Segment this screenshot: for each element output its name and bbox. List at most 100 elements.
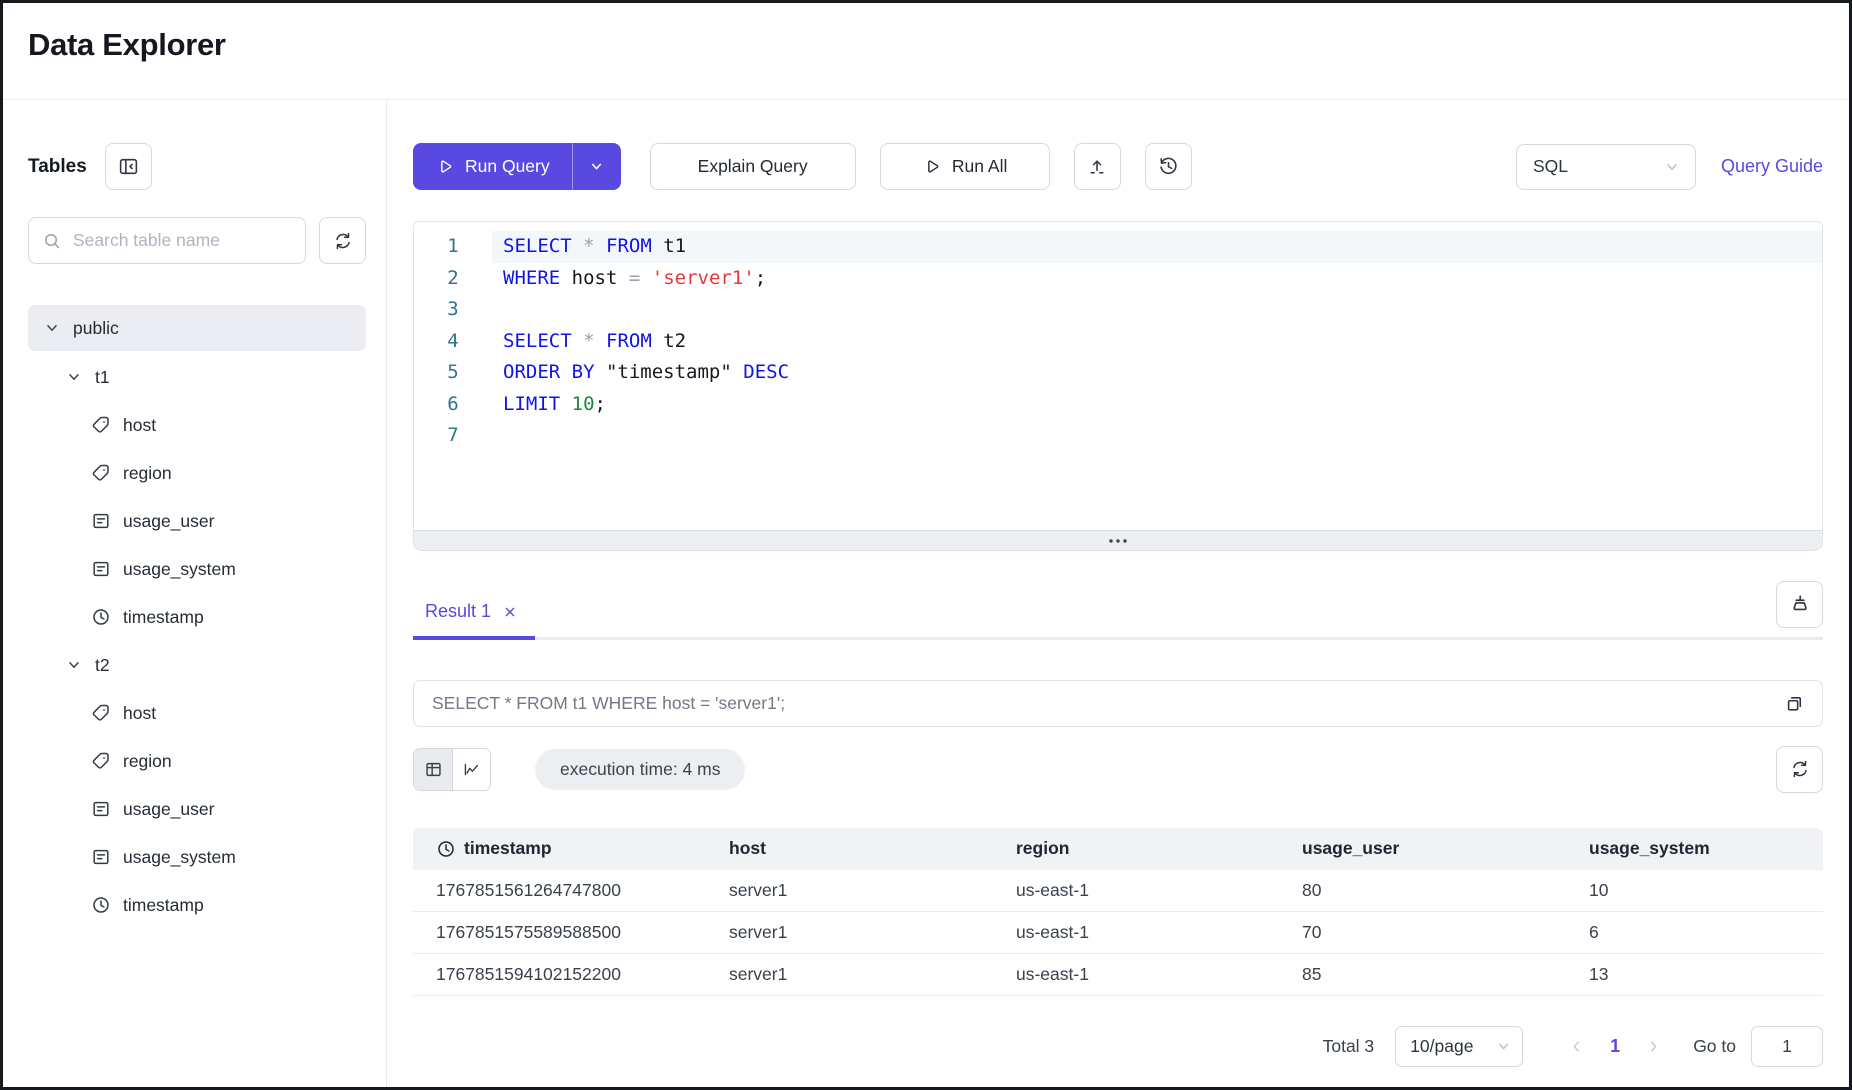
table-cell: us-east-1 bbox=[1016, 879, 1089, 900]
next-page-button[interactable] bbox=[1645, 1038, 1662, 1055]
column-header-label: timestamp bbox=[464, 838, 552, 858]
search-input[interactable] bbox=[71, 229, 293, 252]
table-cell: 85 bbox=[1302, 963, 1322, 984]
tree-item-label: region bbox=[123, 462, 172, 483]
tree-item-t2[interactable]: t2 bbox=[28, 641, 366, 689]
table-view-toggle[interactable] bbox=[414, 748, 452, 790]
chevron-down-icon bbox=[65, 368, 83, 386]
tag-icon bbox=[91, 751, 111, 771]
query-echo-bar: SELECT * FROM t1 WHERE host = 'server1'; bbox=[413, 679, 1823, 727]
query-history-button[interactable] bbox=[1144, 143, 1192, 190]
table-cell: us-east-1 bbox=[1016, 963, 1089, 984]
table-header-row: timestamp host region usage_user usage_syste… bbox=[413, 827, 1823, 870]
column-header-usage_user: usage_user bbox=[1279, 838, 1566, 859]
export-query-button[interactable] bbox=[1073, 143, 1121, 190]
column-header-label: usage_user bbox=[1302, 838, 1400, 858]
run-query-dropdown-button[interactable] bbox=[571, 143, 621, 190]
tree-item-timestamp[interactable]: timestamp bbox=[28, 593, 366, 641]
tree-item-label: host bbox=[123, 414, 157, 435]
column-header-usage_system: usage_system bbox=[1566, 838, 1823, 859]
line-number: 2 bbox=[447, 266, 459, 289]
field-icon bbox=[91, 799, 111, 819]
query-guide-link[interactable]: Query Guide bbox=[1720, 156, 1823, 176]
current-page[interactable]: 1 bbox=[1610, 1035, 1621, 1056]
line-chart-icon bbox=[462, 760, 481, 779]
tree-item-t1[interactable]: t1 bbox=[28, 353, 366, 401]
tree-item-label: timestamp bbox=[123, 606, 204, 627]
run-query-split-button: Run Query bbox=[413, 143, 621, 190]
table-cell: us-east-1 bbox=[1016, 921, 1089, 942]
language-select[interactable]: SQL bbox=[1515, 143, 1696, 190]
editor-line[interactable]: 7 bbox=[414, 420, 1822, 452]
tree-item-label: public bbox=[73, 317, 119, 338]
chart-view-toggle[interactable] bbox=[452, 748, 490, 790]
drag-dots-icon bbox=[1107, 537, 1129, 545]
language-select-value: SQL bbox=[1532, 156, 1568, 176]
tree-item-timestamp[interactable]: timestamp bbox=[28, 881, 366, 929]
code-line: LIMIT 10; bbox=[503, 392, 606, 415]
tree-item-usage_user[interactable]: usage_user bbox=[28, 785, 366, 833]
collapse-sidebar-button[interactable] bbox=[104, 143, 152, 190]
refresh-results-button[interactable] bbox=[1776, 745, 1823, 793]
tree-item-public[interactable]: public bbox=[28, 305, 366, 351]
editor-line[interactable]: 5 ORDER BY "timestamp" DESC bbox=[414, 357, 1822, 389]
prev-page-button[interactable] bbox=[1568, 1038, 1585, 1055]
close-icon[interactable] bbox=[502, 604, 518, 620]
pagination: Total 3 10/page 1 bbox=[413, 1025, 1823, 1067]
search-box bbox=[28, 217, 306, 264]
code-line bbox=[492, 294, 1822, 326]
run-all-button[interactable]: Run All bbox=[879, 143, 1050, 190]
play-icon bbox=[435, 157, 454, 176]
editor-line[interactable]: 3 bbox=[414, 294, 1822, 326]
editor-line[interactable]: 6 LIMIT 10; bbox=[414, 389, 1822, 421]
chevron-right-icon bbox=[1645, 1038, 1662, 1055]
tree-item-region[interactable]: region bbox=[28, 449, 366, 497]
field-icon bbox=[91, 511, 111, 531]
table-cell: 1767851594102152200 bbox=[436, 963, 621, 984]
tree-item-region[interactable]: region bbox=[28, 737, 366, 785]
page-size-select[interactable]: 10/page bbox=[1395, 1025, 1524, 1067]
tab-result-1[interactable]: Result 1 bbox=[413, 601, 536, 640]
table-cell: server1 bbox=[729, 963, 788, 984]
query-echo-text: SELECT * FROM t1 WHERE host = 'server1'; bbox=[432, 692, 786, 713]
main-panel: Run Query Explain Query Run All bbox=[387, 100, 1849, 1087]
table-tree: public t1 host region usage_user usage_system… bbox=[28, 305, 366, 929]
table-cell: 10 bbox=[1589, 879, 1609, 900]
resize-handle[interactable] bbox=[413, 530, 1823, 551]
clock-icon bbox=[91, 607, 111, 627]
refresh-tables-button[interactable] bbox=[319, 217, 366, 264]
editor-line[interactable]: 4 SELECT * FROM t2 bbox=[414, 326, 1822, 358]
code-line bbox=[492, 420, 1822, 452]
app-header: Data Explorer bbox=[3, 3, 1849, 100]
copy-query-button[interactable] bbox=[1780, 689, 1809, 718]
sql-editor[interactable]: 1 SELECT * FROM t1 2 WHERE host = 'server1'… bbox=[413, 221, 1823, 530]
line-number: 5 bbox=[447, 361, 459, 383]
goto-page-input[interactable] bbox=[1751, 1025, 1823, 1067]
clear-results-button[interactable] bbox=[1776, 580, 1823, 628]
table-cell: 1767851561264747800 bbox=[436, 879, 621, 900]
column-header-label: region bbox=[1016, 838, 1070, 858]
table-cell: server1 bbox=[729, 921, 788, 942]
total-count: Total 3 bbox=[1322, 1035, 1375, 1056]
explain-query-button[interactable]: Explain Query bbox=[649, 143, 856, 190]
column-header-region: region bbox=[993, 838, 1279, 859]
run-query-button[interactable]: Run Query bbox=[413, 143, 572, 190]
clock-icon bbox=[91, 895, 111, 915]
tree-item-label: usage_user bbox=[123, 510, 215, 531]
code-line: ORDER BY "timestamp" DESC bbox=[503, 361, 790, 383]
tree-item-usage_user[interactable]: usage_user bbox=[28, 497, 366, 545]
tree-item-usage_system[interactable]: usage_system bbox=[28, 545, 366, 593]
tree-item-label: usage_system bbox=[123, 846, 236, 867]
line-number: 7 bbox=[447, 424, 459, 446]
tree-item-label: usage_system bbox=[123, 558, 236, 579]
table-row: 1767851594102152200 server1 us-east-1 85 13 bbox=[413, 954, 1823, 996]
field-icon bbox=[91, 559, 111, 579]
goto-label: Go to bbox=[1693, 1035, 1736, 1056]
tree-item-label: host bbox=[123, 702, 157, 723]
tree-item-usage_system[interactable]: usage_system bbox=[28, 833, 366, 881]
editor-line[interactable]: 1 SELECT * FROM t1 bbox=[414, 231, 1822, 263]
editor-line[interactable]: 2 WHERE host = 'server1'; bbox=[414, 263, 1822, 295]
tree-item-host[interactable]: host bbox=[28, 401, 366, 449]
tree-item-host[interactable]: host bbox=[28, 689, 366, 737]
